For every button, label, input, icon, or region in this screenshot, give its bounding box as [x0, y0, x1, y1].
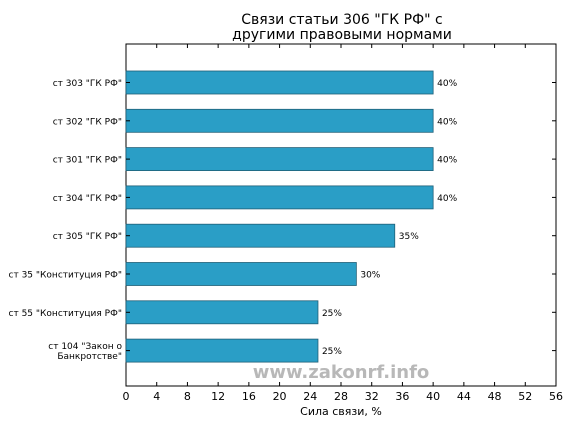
x-tick-label: 4 — [153, 390, 160, 403]
plot-area-frame — [125, 43, 557, 387]
y-tick-label: ст 301 "ГК РФ" — [53, 156, 122, 166]
x-tick-label: 40 — [426, 390, 440, 403]
x-axis: 0 4 8 12 16 20 24 28 32 36 40 44 48 52 56 — [123, 44, 563, 403]
x-tick-label: 56 — [549, 390, 563, 403]
bar-data-label: 25% — [322, 309, 342, 319]
bar — [125, 223, 396, 248]
chart-title-line-2: другими правовыми нормами — [232, 27, 452, 43]
bar — [125, 300, 319, 325]
y-tick-label: ст 303 "ГК РФ" — [53, 79, 122, 89]
x-tick-label: 52 — [518, 390, 532, 403]
bar-data-label: 40% — [437, 156, 457, 166]
bar — [125, 70, 434, 95]
y-tick-label: ст 35 "Конституция РФ" — [9, 271, 122, 281]
bars-group: 40% 40% 40% 40% 35% 30% 25% 25% — [125, 70, 458, 363]
x-tick-label: 16 — [242, 390, 256, 403]
bar-data-label: 40% — [437, 194, 457, 204]
bar — [125, 262, 357, 286]
x-tick-label: 32 — [365, 390, 379, 403]
x-tick-label: 0 — [123, 390, 130, 403]
y-tick-label: ст 55 "Конституция РФ" — [9, 309, 122, 319]
x-tick-label: 12 — [211, 390, 225, 403]
bar-data-label: 40% — [437, 117, 457, 127]
bar-data-label: 25% — [322, 347, 342, 357]
x-tick-label: 20 — [273, 390, 287, 403]
y-tick-label: ст 104 "Закон о — [48, 342, 122, 352]
x-tick-label: 8 — [184, 390, 191, 403]
x-tick-label: 44 — [457, 390, 471, 403]
bar — [125, 108, 434, 133]
y-axis: ст 303 "ГК РФ" ст 302 "ГК РФ" ст 301 "ГК Р… — [9, 79, 556, 362]
bar — [125, 185, 434, 210]
bar-data-label: 40% — [437, 79, 457, 89]
y-tick-label: Банкротстве" — [57, 352, 122, 362]
bar — [125, 147, 434, 172]
bar-data-label: 30% — [360, 271, 380, 281]
x-tick-label: 24 — [303, 390, 317, 403]
x-tick-label: 36 — [395, 390, 409, 403]
bar-data-label: 35% — [399, 232, 419, 242]
x-tick-label: 48 — [488, 390, 502, 403]
x-tick-label: 28 — [334, 390, 348, 403]
x-axis-label: Сила связи, % — [300, 405, 382, 418]
chart-title-line-1: Связи статьи 306 "ГК РФ" с — [241, 12, 442, 28]
y-tick-label: ст 304 "ГК РФ" — [53, 194, 122, 204]
watermark: www.zakonrf.info — [253, 362, 430, 383]
y-tick-label: ст 302 "ГК РФ" — [53, 117, 122, 127]
bar — [125, 338, 319, 363]
y-tick-label: ст 305 "ГК РФ" — [53, 232, 122, 242]
